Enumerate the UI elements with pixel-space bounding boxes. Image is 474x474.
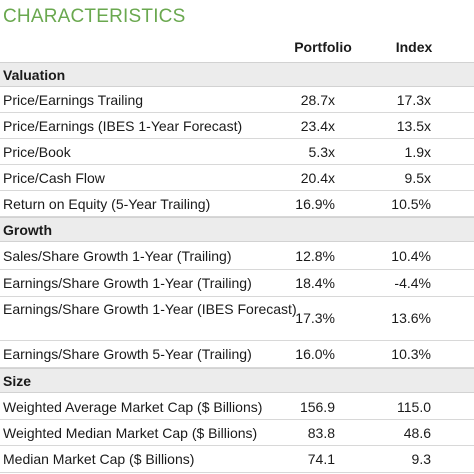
section-label: Valuation (3, 67, 66, 83)
portfolio-value: 83.8 (307, 425, 335, 441)
portfolio-value: 28.7x (300, 92, 335, 108)
portfolio-value: 18.4% (295, 275, 335, 291)
index-value: 9.5x (404, 170, 431, 186)
table-row: Weighted Median Market Cap ($ Billions) … (0, 420, 474, 446)
row-label: Price/Book (3, 144, 71, 160)
section-label: Growth (3, 222, 52, 238)
index-value: -4.4% (394, 275, 431, 291)
row-label: Price/Cash Flow (3, 170, 105, 186)
row-label: Earnings/Share Growth 1-Year (IBES Forec… (3, 301, 297, 317)
portfolio-value: 74.1 (307, 451, 335, 467)
index-value: 1.9x (404, 144, 431, 160)
portfolio-value: 20.4x (300, 170, 335, 186)
section-header-valuation: Valuation (0, 62, 474, 87)
row-label: Weighted Average Market Cap ($ Billions) (3, 399, 263, 415)
portfolio-value: 156.9 (299, 399, 335, 415)
index-value: 115.0 (397, 399, 431, 415)
section-label: Size (3, 373, 32, 389)
portfolio-value: 23.4x (300, 118, 335, 134)
index-value: 10.5% (391, 196, 431, 212)
column-header-portfolio: Portfolio (294, 39, 352, 55)
row-label: Price/Earnings (IBES 1-Year Forecast) (3, 118, 243, 134)
table-row: Price/Book 5.3x 1.9x (0, 139, 474, 165)
row-label: Price/Earnings Trailing (3, 92, 144, 108)
portfolio-value: 16.0% (295, 346, 335, 362)
table-row: Earnings/Share Growth 1-Year (Trailing) … (0, 270, 474, 297)
row-label: Median Market Cap ($ Billions) (3, 451, 195, 467)
portfolio-value: 5.3x (308, 144, 335, 160)
index-value: 10.3% (391, 346, 431, 362)
table-row: Earnings/Share Growth 1-Year (IBES Forec… (0, 297, 474, 341)
index-value: 17.3x (396, 92, 431, 108)
row-label: Return on Equity (5-Year Trailing) (3, 196, 211, 212)
row-label: Earnings/Share Growth 5-Year (Trailing) (3, 346, 252, 362)
table-row: Sales/Share Growth 1-Year (Trailing) 12.… (0, 242, 474, 270)
section-header-size: Size (0, 368, 474, 393)
index-value: 10.4% (391, 248, 431, 264)
table-row: Earnings/Share Growth 5-Year (Trailing) … (0, 341, 474, 368)
index-value: 13.6% (391, 310, 431, 326)
row-label: Weighted Median Market Cap ($ Billions) (3, 425, 258, 441)
table-row: Median Market Cap ($ Billions) 74.1 9.3 (0, 446, 474, 473)
table-row: Price/Earnings (IBES 1-Year Forecast) 23… (0, 113, 474, 139)
portfolio-value: 16.9% (295, 196, 335, 212)
table-row: Price/Earnings Trailing 28.7x 17.3x (0, 87, 474, 113)
portfolio-value: 12.8% (295, 248, 335, 264)
row-label: Sales/Share Growth 1-Year (Trailing) (3, 248, 232, 264)
section-header-growth: Growth (0, 217, 474, 242)
index-value: 9.3 (411, 451, 431, 467)
index-value: 48.6 (403, 425, 431, 441)
table-row: Weighted Average Market Cap ($ Billions)… (0, 393, 474, 420)
index-value: 13.5x (396, 118, 431, 134)
page-title: CHARACTERISTICS (3, 6, 186, 27)
table-row: Price/Cash Flow 20.4x 9.5x (0, 165, 474, 191)
table-row: Return on Equity (5-Year Trailing) 16.9%… (0, 191, 474, 217)
row-label: Earnings/Share Growth 1-Year (Trailing) (3, 275, 252, 291)
portfolio-value: 17.3% (295, 310, 335, 326)
column-header-index: Index (395, 39, 433, 55)
